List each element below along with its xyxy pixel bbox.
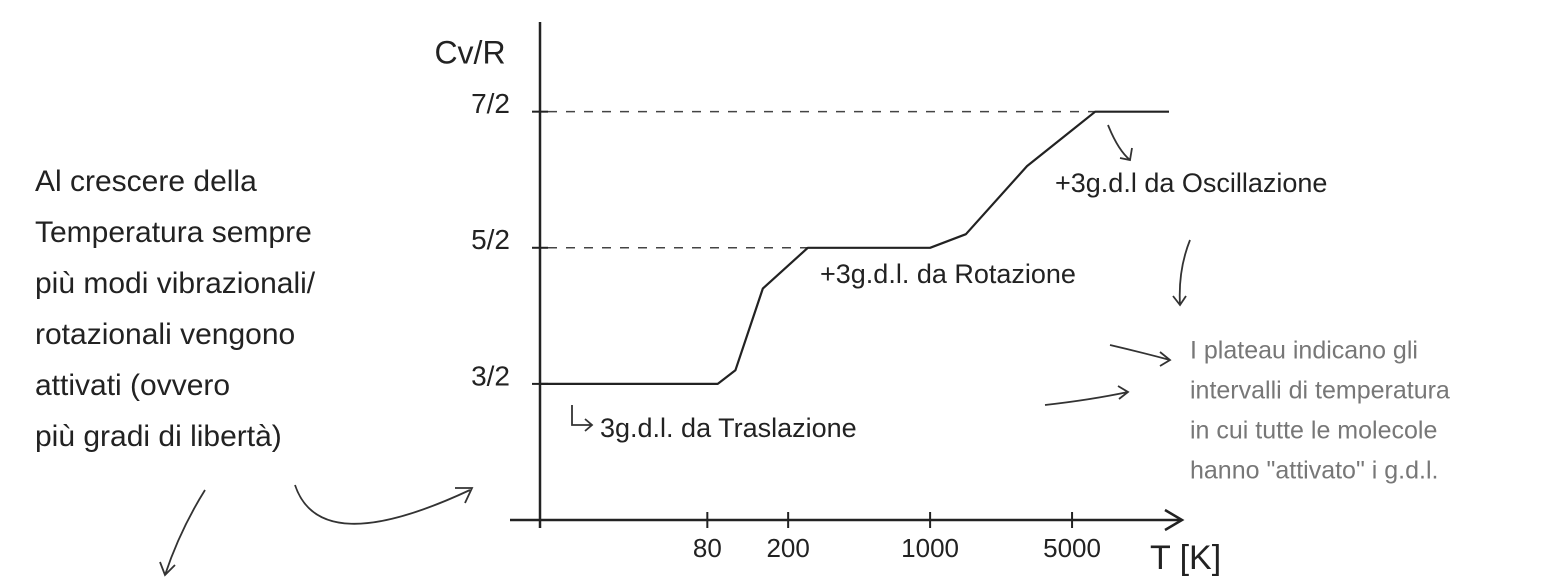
note-line: in cui tutte le molecole <box>1190 417 1437 445</box>
y-tick-label: 3/2 <box>471 360 510 391</box>
note-line: intervalli di temperatura <box>1190 377 1450 405</box>
x-tick-label: 5000 <box>1043 533 1101 563</box>
note-line: hanno "attivato" i g.d.l. <box>1190 457 1438 485</box>
left-text-line: Temperatura sempre <box>35 216 312 249</box>
annotation: +3g.d.l. da Rotazione <box>820 259 1076 289</box>
left-text-line: attivati (ovvero <box>35 369 230 402</box>
y-axis-label: Cv/R <box>434 34 505 70</box>
arrow <box>160 490 205 575</box>
arrow <box>1108 125 1132 160</box>
left-text-line: più gradi di libertà) <box>35 420 282 453</box>
left-text-line: Al crescere della <box>35 165 257 198</box>
left-text-line: più modi vibrazionali/ <box>35 267 316 300</box>
annotation: +3g.d.l da Oscillazione <box>1055 168 1327 198</box>
arrow <box>1045 386 1128 405</box>
x-tick-label: 1000 <box>901 533 959 563</box>
left-text: Al crescere della Temperatura sempre più m… <box>35 165 316 453</box>
arrow <box>295 485 472 524</box>
arrow <box>1173 240 1190 305</box>
right-note: I plateau indicano gli intervalli di temp… <box>1190 337 1450 485</box>
note-line: I plateau indicano gli <box>1190 337 1418 365</box>
annotation: 3g.d.l. da Traslazione <box>600 413 857 443</box>
curve <box>540 112 1169 384</box>
x-axis-label: T [K] <box>1150 539 1221 577</box>
y-tick-label: 7/2 <box>471 88 510 119</box>
arrow <box>572 405 592 431</box>
arrow <box>1110 345 1170 366</box>
left-text-line: rotazionali vengono <box>35 318 295 351</box>
x-tick-label: 80 <box>693 533 722 563</box>
y-tick-label: 5/2 <box>471 224 510 255</box>
x-tick-label: 200 <box>766 533 809 563</box>
chart: Cv/R T [K] +3g.d.l da Oscillazione +3g.d… <box>0 0 1566 587</box>
